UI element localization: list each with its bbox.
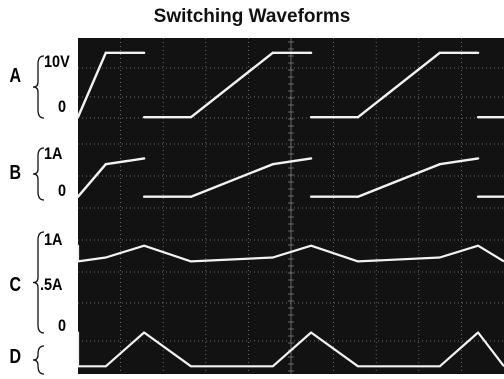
trace-b-segment — [356, 163, 441, 198]
channel-brace-a — [32, 55, 45, 119]
trace-b-segment — [189, 163, 274, 198]
tick-label: 1A — [44, 144, 63, 163]
trace-b-segment — [76, 163, 107, 198]
tick-label: .5A — [40, 275, 63, 294]
trace-b-segment — [271, 157, 313, 166]
trace-b-segment — [104, 157, 146, 166]
channel-label-c: C — [9, 274, 22, 296]
channel-label-b: B — [9, 162, 22, 184]
trace-a-segment — [76, 51, 107, 119]
tick-label: 1A — [44, 230, 63, 249]
channel-label-a: A — [9, 65, 22, 87]
trace-b-segment — [438, 157, 480, 166]
trace-a-segment — [356, 51, 441, 119]
tick-label: 10V — [44, 52, 70, 71]
tick-label: 0 — [58, 97, 67, 116]
channel-brace-b — [32, 147, 45, 201]
channel-label-d: D — [9, 346, 22, 368]
trace-c — [76, 244, 504, 263]
channel-brace-c — [32, 231, 45, 334]
channel-brace-d — [32, 345, 45, 375]
tick-label: 0 — [58, 181, 67, 200]
chart-title: Switching Waveforms — [153, 6, 351, 27]
tick-label: 0 — [58, 316, 67, 335]
trace-d — [76, 331, 504, 368]
trace-a-segment — [189, 51, 274, 119]
